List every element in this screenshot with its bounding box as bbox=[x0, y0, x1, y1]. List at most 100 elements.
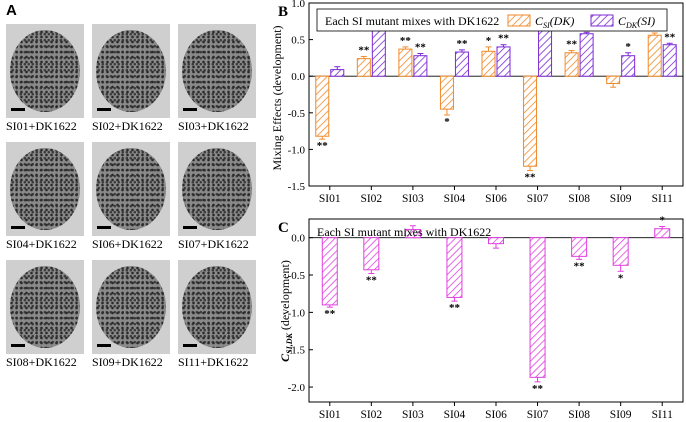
x-tick-label: SI07 bbox=[527, 409, 549, 421]
bar bbox=[571, 237, 588, 257]
bar bbox=[621, 55, 636, 77]
bar bbox=[523, 75, 538, 167]
significance-label: ** bbox=[366, 275, 378, 287]
legend-label-cdk: CDK(SI) bbox=[618, 14, 655, 30]
colony-image bbox=[182, 30, 252, 112]
colony-photo: SI08+DK1622 bbox=[6, 260, 84, 370]
x-tick-label: SI03 bbox=[402, 409, 424, 421]
bar bbox=[356, 58, 371, 77]
colony-image bbox=[96, 148, 166, 230]
chart-b-ylabel: Mixing Effects (development) bbox=[270, 25, 284, 170]
photo-frame bbox=[6, 260, 84, 354]
colony-photo: SI11+DK1622 bbox=[178, 260, 256, 370]
bar bbox=[413, 55, 428, 77]
colony-photo: SI03+DK1622 bbox=[178, 24, 256, 134]
y-tick-label: -2.0 bbox=[288, 382, 306, 394]
photo-frame bbox=[6, 24, 84, 118]
chart-c-title: Each SI mutant mixes with DK1622 bbox=[317, 225, 491, 239]
significance-label: ** bbox=[525, 172, 537, 184]
significance-label: ** bbox=[581, 20, 593, 32]
x-tick-label: SI04 bbox=[444, 193, 466, 205]
significance-label: ** bbox=[400, 35, 412, 47]
photo-label: SI03+DK1622 bbox=[178, 119, 249, 133]
photo-label: SI01+DK1622 bbox=[6, 119, 77, 133]
bar bbox=[321, 237, 338, 306]
colony-image bbox=[96, 266, 166, 348]
scale-bar bbox=[11, 108, 25, 111]
bar bbox=[529, 237, 546, 378]
legend-swatch-orange bbox=[507, 14, 531, 27]
bar bbox=[564, 52, 579, 77]
bar bbox=[538, 27, 553, 77]
significance-label: ** bbox=[358, 44, 370, 56]
x-tick-label: SI11 bbox=[652, 193, 674, 205]
colony-photo: SI01+DK1622 bbox=[6, 24, 84, 134]
significance-label: * bbox=[618, 272, 624, 284]
bar bbox=[330, 69, 345, 77]
panel-b-letter: B bbox=[278, 4, 288, 20]
y-tick-label: 0.0 bbox=[291, 233, 305, 245]
bar bbox=[654, 228, 671, 239]
x-tick-label: SI08 bbox=[568, 409, 590, 421]
photo-label: SI09+DK1622 bbox=[92, 355, 163, 369]
colony-photo: SI02+DK1622 bbox=[92, 24, 170, 134]
colony-image bbox=[10, 266, 80, 348]
y-tick-label: -1.5 bbox=[288, 181, 306, 193]
x-tick-label: SI09 bbox=[610, 193, 632, 205]
y-tick-label: 0.5 bbox=[291, 35, 305, 47]
scale-bar bbox=[11, 226, 25, 229]
colony-image bbox=[10, 148, 80, 230]
x-tick-label: SI06 bbox=[485, 193, 507, 205]
significance-label: * bbox=[486, 35, 492, 47]
plot-frame bbox=[308, 2, 684, 187]
legend-swatch-purple bbox=[590, 14, 614, 27]
y-tick-label: 1.0 bbox=[291, 0, 305, 10]
bar bbox=[454, 51, 469, 77]
y-tick-label: -1.0 bbox=[288, 307, 306, 319]
y-tick-label: -1.0 bbox=[288, 144, 306, 156]
x-tick-label: SI09 bbox=[610, 409, 632, 421]
photo-frame bbox=[178, 142, 256, 236]
colony-photo: SI04+DK1622 bbox=[6, 142, 84, 252]
colony-image bbox=[182, 148, 252, 230]
scale-bar bbox=[183, 108, 197, 111]
photo-label: SI07+DK1622 bbox=[178, 237, 249, 251]
chart-b-title: Each SI mutant mixes with DK1622 bbox=[325, 14, 499, 28]
x-tick-label: SI03 bbox=[402, 193, 424, 205]
significance-label: * bbox=[444, 116, 450, 128]
significance-label: ** bbox=[449, 302, 461, 314]
plot-frame bbox=[308, 218, 684, 403]
photo-frame bbox=[92, 142, 170, 236]
significance-label: * bbox=[659, 214, 665, 226]
significance-label: ** bbox=[456, 38, 468, 50]
x-tick-label: SI08 bbox=[568, 193, 590, 205]
significance-label: ** bbox=[324, 308, 336, 320]
x-tick-label: SI01 bbox=[319, 193, 341, 205]
photo-frame bbox=[178, 24, 256, 118]
bar bbox=[398, 48, 413, 77]
x-tick-label: SI06 bbox=[485, 409, 507, 421]
colony-image bbox=[96, 30, 166, 112]
photo-frame bbox=[178, 260, 256, 354]
scale-bar bbox=[183, 344, 197, 347]
colony-photo: SI07+DK1622 bbox=[178, 142, 256, 252]
x-tick-label: SI02 bbox=[360, 193, 382, 205]
bar bbox=[446, 237, 463, 298]
x-tick-label: SI01 bbox=[319, 409, 341, 421]
x-tick-label: SI07 bbox=[527, 193, 549, 205]
x-tick-label: SI04 bbox=[444, 409, 466, 421]
chart-c-ylabel: CSI,DK (development) bbox=[278, 260, 294, 362]
legend-label-csi: CSI(DK) bbox=[535, 14, 574, 30]
bar bbox=[488, 237, 504, 245]
photo-label: SI08+DK1622 bbox=[6, 355, 77, 369]
bar bbox=[612, 237, 629, 266]
significance-label: ** bbox=[574, 260, 586, 272]
bar bbox=[404, 228, 421, 239]
bar bbox=[496, 46, 511, 77]
photo-label: SI06+DK1622 bbox=[92, 237, 163, 251]
x-tick-label: SI02 bbox=[360, 409, 382, 421]
scale-bar bbox=[183, 226, 197, 229]
significance-label: ** bbox=[498, 33, 510, 45]
significance-label: * bbox=[625, 41, 631, 53]
scale-bar bbox=[97, 344, 111, 347]
